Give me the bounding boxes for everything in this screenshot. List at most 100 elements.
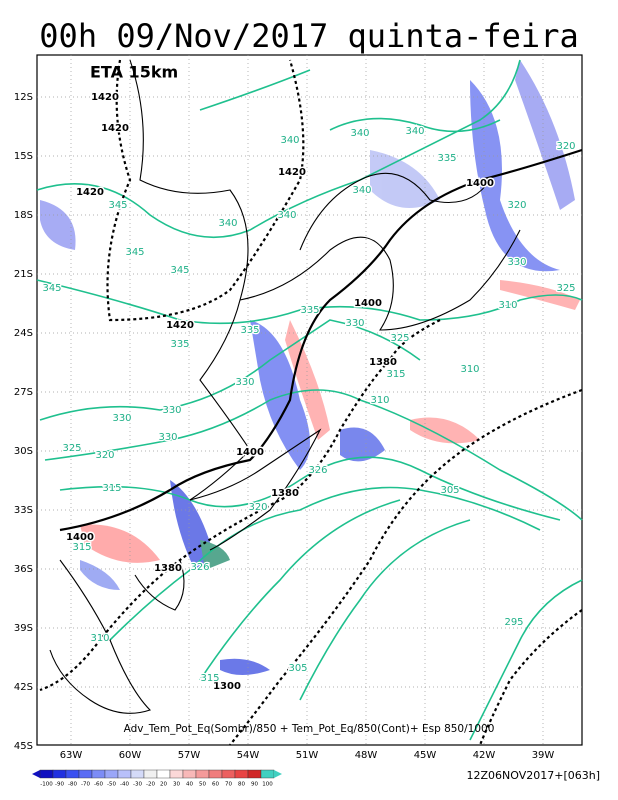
colorbar-label: -90 <box>55 782 64 788</box>
colorbar: -100 -90 -80 -70 -60 -50 -40 -30 -20 20 30 40 50 60 70… <box>32 769 282 788</box>
theta-e-contour-label: 320 <box>556 141 575 152</box>
lon-label: 45W <box>414 750 437 761</box>
theta-e-contour-label: 310 <box>90 633 109 644</box>
lat-label: 45S <box>14 741 33 752</box>
colorbar-label: -30 <box>133 782 142 788</box>
theta-e-contour-label: 310 <box>370 395 389 406</box>
colorbar-segment <box>39 769 54 779</box>
theta-e-contour-label: 335 <box>300 305 319 316</box>
colorbar-label: -20 <box>146 782 155 788</box>
lat-label: 39S <box>14 623 33 634</box>
colorbar-label: -80 <box>68 782 77 788</box>
lat-label: 33S <box>14 505 33 516</box>
model-label: ETA 15km <box>90 63 178 82</box>
theta-e-contour-label: 330 <box>345 318 364 329</box>
colorbar-label: -70 <box>81 782 90 788</box>
theta-e-contour-label: 340 <box>218 218 237 229</box>
lon-label: 63W <box>60 750 83 761</box>
theta-e-contour-label: 325 <box>556 283 575 294</box>
lon-label: 42W <box>473 750 496 761</box>
colorbar-segment <box>208 769 223 779</box>
colorbar-label: 80 <box>238 782 245 788</box>
run-label: 12Z06NOV2017+[063h] <box>466 769 600 782</box>
theta-e-contour-label: 315 <box>386 369 405 380</box>
lat-label: 24S <box>14 328 33 339</box>
height-contour-label: 1400 <box>236 447 264 458</box>
lon-label: 39W <box>532 750 555 761</box>
colorbar-segment <box>65 769 80 779</box>
height-contour-label: 1300 <box>213 681 241 692</box>
colorbar-label: 90 <box>251 782 258 788</box>
theta-e-contour-label: 335 <box>437 153 456 164</box>
theta-e-contour-label: 345 <box>170 265 189 276</box>
colorbar-segment <box>169 769 184 779</box>
colorbar-label: 20 <box>160 782 167 788</box>
theta-e-contour-label: 330 <box>235 377 254 388</box>
lat-label: 42S <box>14 682 33 693</box>
lon-label: 51W <box>296 750 319 761</box>
colorbar-label: 50 <box>199 782 206 788</box>
colorbar-segment <box>247 769 262 779</box>
title: 00h 09/Nov/2017 quinta-feira <box>39 17 578 55</box>
height-contour-label: 1400 <box>466 178 494 189</box>
colorbar-label: 30 <box>173 782 180 788</box>
height-contour-label: 1400 <box>354 298 382 309</box>
colorbar-label: -50 <box>107 782 116 788</box>
theta-e-contour-label: 345 <box>125 247 144 258</box>
height-contour-label: 1420 <box>101 123 129 134</box>
theta-e-contour-label: 315 <box>200 673 219 684</box>
colorbar-label: 40 <box>186 782 193 788</box>
colorbar-segment <box>143 769 158 779</box>
map-background <box>36 54 583 746</box>
lat-label: 30S <box>14 446 33 457</box>
theta-e-contour-label: 320 <box>507 200 526 211</box>
theta-e-contour-label: 340 <box>352 185 371 196</box>
theta-e-contour-label: 315 <box>102 483 121 494</box>
colorbar-label: 60 <box>212 782 219 788</box>
lon-label: 60W <box>119 750 142 761</box>
theta-e-contour-label: 330 <box>507 257 526 268</box>
colorbar-label: 70 <box>225 782 232 788</box>
colorbar-label: -100 <box>40 782 53 788</box>
lon-label: 54W <box>237 750 260 761</box>
colorbar-segment <box>91 769 106 779</box>
colorbar-segment <box>182 769 197 779</box>
colorbar-segment <box>117 769 132 779</box>
theta-e-contour-label: 330 <box>162 405 181 416</box>
lat-label: 21S <box>14 269 33 280</box>
theta-e-contour-label: 340 <box>350 128 369 139</box>
colorbar-arrow <box>274 770 282 778</box>
colorbar-segment <box>260 769 275 779</box>
theta-e-contour-label: 325 <box>62 443 81 454</box>
theta-e-contour-label: 310 <box>498 300 517 311</box>
colorbar-segment <box>130 769 145 779</box>
colorbar-label: 100 <box>262 782 273 788</box>
theta-e-contour-label: 325 <box>390 333 409 344</box>
height-contour-label: 1420 <box>166 320 194 331</box>
theta-e-contour-label: 345 <box>108 200 127 211</box>
theta-e-contour-label: 320 <box>248 502 267 513</box>
colorbar-label: -60 <box>94 782 103 788</box>
theta-e-contour-label: 340 <box>277 210 296 221</box>
height-contour-label: 1420 <box>278 167 306 178</box>
colorbar-label: -40 <box>120 782 129 788</box>
theta-e-contour-label: 315 <box>72 542 91 553</box>
theta-e-contour-label: 305 <box>288 663 307 674</box>
theta-e-contour-label: 330 <box>112 413 131 424</box>
height-contour-label: 1380 <box>271 488 299 499</box>
colorbar-segment <box>52 769 67 779</box>
theta-e-contour-label: 305 <box>440 485 459 496</box>
theta-e-contour-label: 320 <box>95 450 114 461</box>
colorbar-segment <box>195 769 210 779</box>
theta-e-contour-label: 326 <box>190 562 209 573</box>
lon-label: 48W <box>355 750 378 761</box>
theta-e-contour-label: 345 <box>42 283 61 294</box>
height-contour-label: 1380 <box>154 563 182 574</box>
lat-label: 12S <box>14 92 33 103</box>
colorbar-segment <box>78 769 93 779</box>
theta-e-contour-label: 295 <box>504 617 523 628</box>
height-contour-label: 1420 <box>91 92 119 103</box>
colorbar-segment <box>104 769 119 779</box>
